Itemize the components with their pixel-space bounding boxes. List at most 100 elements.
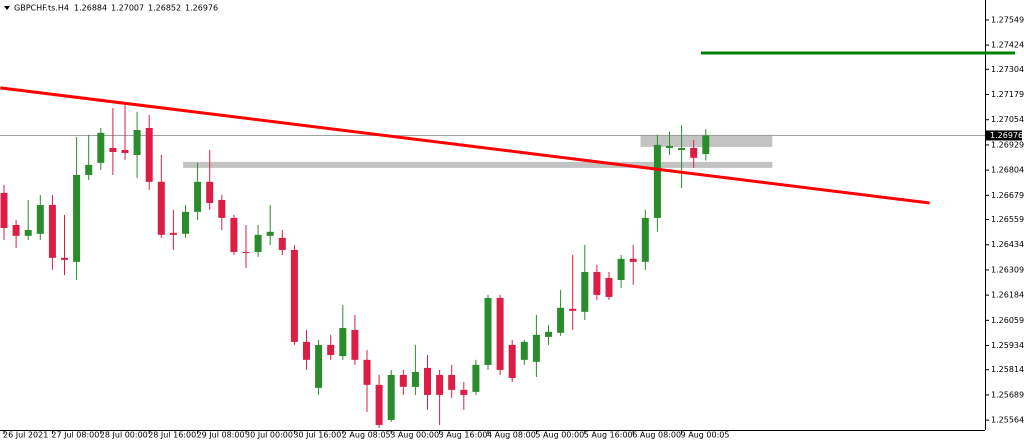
candle-body [641, 217, 649, 262]
candle-body [242, 251, 250, 253]
candle-body [520, 341, 528, 360]
header-open: 1.26884 [74, 4, 107, 13]
candle-body [12, 224, 20, 236]
x-tick-label: 5 Aug 00:00 [535, 431, 584, 440]
y-tick-label: 1.26059 [991, 316, 1024, 325]
candle-body [206, 181, 214, 203]
candle-body [48, 205, 56, 258]
symbol-title: GBPCHF.ts.H4 [14, 4, 69, 13]
candle-body [399, 374, 407, 387]
candle-body [448, 374, 456, 390]
x-tick-label: 9 Aug 00:05 [681, 431, 730, 440]
y-tick-label: 1.26929 [991, 140, 1024, 149]
candle-body [61, 257, 68, 260]
candle-body [411, 371, 419, 387]
candle-body [424, 367, 431, 395]
candle-body [73, 174, 81, 262]
candle-body [0, 192, 8, 228]
x-tick-label: 3 Aug 16:00 [439, 431, 488, 440]
candle-body [157, 181, 165, 235]
candle-body [557, 307, 565, 333]
candle-body [617, 258, 625, 281]
candle-body [569, 308, 577, 311]
candle-body [218, 199, 226, 218]
candle-body [278, 237, 286, 250]
candle-body [678, 147, 686, 150]
candle-body [593, 271, 601, 295]
candle-body [508, 344, 516, 378]
candle-body [133, 130, 141, 156]
candle-body [472, 364, 480, 392]
x-tick-label: 3 Aug 00:00 [390, 431, 439, 440]
candle-body [581, 271, 589, 312]
trendline [0, 86, 930, 205]
y-tick-label: 1.26434 [991, 240, 1024, 249]
y-tick-label: 1.25564 [991, 416, 1024, 425]
y-tick-label: 1.26679 [991, 191, 1024, 200]
x-tick-label: 30 Jul 00:00 [245, 431, 293, 440]
candle-body [230, 217, 238, 252]
y-tick-label: 1.25814 [991, 365, 1024, 374]
candle-body [182, 211, 189, 234]
y-tick-label: 1.26184 [991, 291, 1024, 300]
price-tag [986, 130, 1022, 141]
candle-body [351, 330, 359, 360]
candle-body [24, 230, 32, 236]
header-high: 1.27007 [111, 4, 144, 13]
x-tick-label: 28 Jul 00:00 [100, 431, 148, 440]
y-tick-label: 1.25934 [991, 341, 1024, 350]
candle-body [690, 147, 698, 158]
x-tick-label: 6 Aug 08:00 [632, 431, 681, 440]
candle-body [653, 144, 661, 218]
x-tick-label: 2 Aug 08:05 [342, 431, 391, 440]
x-tick-label: 29 Jul 08:00 [197, 431, 245, 440]
candle-body [666, 145, 673, 148]
candle-body [605, 277, 613, 297]
candle-body [484, 297, 492, 365]
candle-body [702, 135, 710, 154]
header-low: 1.26852 [148, 4, 181, 13]
candle-body [436, 374, 444, 395]
y-tick-label: 1.27549 [991, 15, 1024, 24]
candle-body [315, 344, 323, 388]
candle-body [460, 389, 468, 395]
y-tick-label: 1.27054 [991, 115, 1024, 124]
candle-body [387, 374, 395, 420]
y-tick-label: 1.26804 [991, 166, 1024, 175]
candle-body [121, 149, 129, 153]
candle-body [496, 297, 504, 370]
candle-body [266, 231, 274, 236]
y-tick-label: 1.26309 [991, 265, 1024, 274]
candle-body [97, 132, 105, 163]
candle-body [194, 181, 202, 212]
header-close: 1.26976 [185, 4, 218, 13]
candle-body [532, 334, 540, 362]
x-tick-label: 30 Jul 16:00 [293, 431, 341, 440]
price-tag-label: 1.26976 [990, 131, 1023, 140]
candle-body [545, 331, 552, 337]
x-tick-label: 28 Jul 16:00 [148, 431, 196, 440]
y-tick-label: 1.27179 [991, 90, 1024, 99]
candle-body [363, 359, 371, 385]
candle-body [145, 127, 153, 182]
y-tick-label: 1.27304 [991, 65, 1024, 74]
chart-header: GBPCHF.ts.H4 1.26884 1.27007 1.26852 1.2697… [14, 4, 218, 13]
x-tick-label: 4 Aug 08:00 [487, 431, 536, 440]
menu-arrow[interactable] [4, 6, 10, 10]
candle-body [254, 234, 262, 252]
x-tick-label: 27 Jul 08:00 [51, 431, 99, 440]
candle-body [109, 147, 117, 152]
y-tick-label: 1.25689 [991, 390, 1024, 399]
y-tick-label: 1.27424 [991, 41, 1024, 50]
candle-body [290, 249, 298, 342]
candle-body [36, 205, 44, 234]
candle-body [629, 258, 637, 262]
sr-zone [183, 161, 773, 168]
x-tick-label: 5 Aug 16:00 [584, 431, 633, 440]
x-tick-label: 26 Jul 2021 [3, 431, 48, 440]
candle-body [169, 232, 177, 235]
candle-body [375, 384, 383, 425]
candle-body [303, 341, 310, 360]
candle-body [327, 344, 335, 356]
